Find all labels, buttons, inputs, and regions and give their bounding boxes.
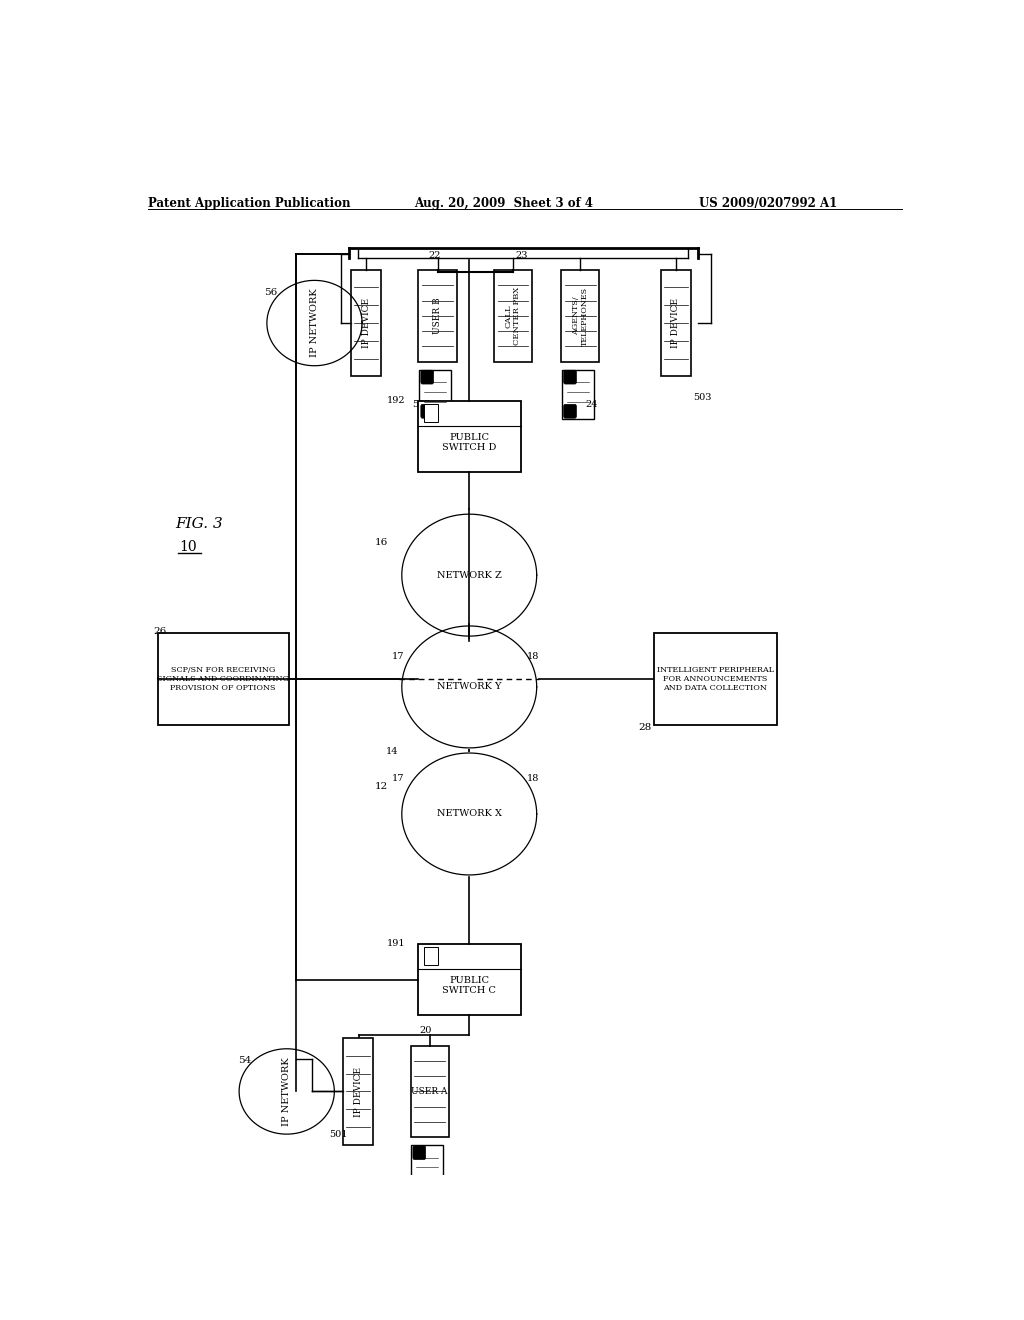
Text: FIG. 3: FIG. 3 <box>176 517 223 532</box>
Text: USER A: USER A <box>412 1086 447 1096</box>
FancyBboxPatch shape <box>351 269 381 376</box>
Text: 54: 54 <box>238 1056 251 1065</box>
Text: 18: 18 <box>526 652 539 661</box>
Text: US 2009/0207992 A1: US 2009/0207992 A1 <box>699 197 838 210</box>
FancyBboxPatch shape <box>343 1038 373 1144</box>
Polygon shape <box>401 515 537 636</box>
Text: INTELLIGENT PERIPHERAL
FOR ANNOUNCEMENTS
AND DATA COLLECTION: INTELLIGENT PERIPHERAL FOR ANNOUNCEMENTS… <box>656 665 774 692</box>
FancyBboxPatch shape <box>563 370 577 384</box>
Text: 23: 23 <box>515 251 527 260</box>
Text: IP DEVICE: IP DEVICE <box>671 298 680 348</box>
Text: USER B: USER B <box>433 297 442 334</box>
FancyBboxPatch shape <box>424 404 438 422</box>
FancyBboxPatch shape <box>494 271 531 362</box>
FancyBboxPatch shape <box>419 370 451 418</box>
FancyBboxPatch shape <box>411 1045 449 1138</box>
FancyBboxPatch shape <box>418 401 521 473</box>
Text: 24: 24 <box>585 400 598 409</box>
Polygon shape <box>267 280 362 366</box>
Text: 10: 10 <box>179 540 198 553</box>
Text: PUBLIC
SWITCH C: PUBLIC SWITCH C <box>442 975 497 995</box>
FancyBboxPatch shape <box>413 1180 426 1193</box>
Text: CALL
CENTER PBX: CALL CENTER PBX <box>504 286 521 345</box>
Text: PUBLIC
SWITCH D: PUBLIC SWITCH D <box>442 433 497 453</box>
FancyBboxPatch shape <box>421 370 433 384</box>
Text: 17: 17 <box>391 774 404 783</box>
FancyBboxPatch shape <box>413 1146 426 1159</box>
Text: IP NETWORK: IP NETWORK <box>283 1057 291 1126</box>
Text: Patent Application Publication: Patent Application Publication <box>147 197 350 210</box>
Text: AGENTS/
TELEPHONES: AGENTS/ TELEPHONES <box>571 286 589 346</box>
FancyBboxPatch shape <box>418 944 521 1015</box>
Text: 28: 28 <box>639 723 652 733</box>
Text: 502: 502 <box>413 400 431 409</box>
FancyBboxPatch shape <box>561 271 599 362</box>
Text: 503: 503 <box>693 393 712 401</box>
Text: 17: 17 <box>391 652 404 661</box>
Text: NETWORK Y: NETWORK Y <box>437 682 502 692</box>
Text: IP DEVICE: IP DEVICE <box>361 298 371 348</box>
Text: SCP/SN FOR RECEIVING
SIGNALS AND COORDINATING
PROVISION OF OPTIONS: SCP/SN FOR RECEIVING SIGNALS AND COORDIN… <box>158 665 289 692</box>
FancyBboxPatch shape <box>660 269 690 376</box>
Text: NETWORK Z: NETWORK Z <box>437 570 502 579</box>
Polygon shape <box>240 1049 334 1134</box>
FancyBboxPatch shape <box>158 634 289 725</box>
Polygon shape <box>401 752 537 875</box>
Text: 14: 14 <box>385 747 397 756</box>
Text: 191: 191 <box>387 939 406 948</box>
Text: NETWORK X: NETWORK X <box>437 809 502 818</box>
Text: 26: 26 <box>154 627 167 635</box>
Text: 22: 22 <box>429 251 441 260</box>
Text: 192: 192 <box>387 396 406 405</box>
Polygon shape <box>401 626 537 748</box>
Text: IP DEVICE: IP DEVICE <box>353 1067 362 1117</box>
Text: 20: 20 <box>420 1026 432 1035</box>
FancyBboxPatch shape <box>419 271 457 362</box>
Text: 16: 16 <box>375 539 388 546</box>
FancyBboxPatch shape <box>424 946 438 965</box>
Text: IP NETWORK: IP NETWORK <box>310 289 319 358</box>
Text: 12: 12 <box>375 781 388 791</box>
Text: 501: 501 <box>329 1130 347 1139</box>
Text: Aug. 20, 2009  Sheet 3 of 4: Aug. 20, 2009 Sheet 3 of 4 <box>414 197 593 210</box>
FancyBboxPatch shape <box>412 1146 443 1195</box>
FancyBboxPatch shape <box>421 404 433 418</box>
FancyBboxPatch shape <box>653 634 777 725</box>
FancyBboxPatch shape <box>562 370 594 418</box>
FancyBboxPatch shape <box>563 404 577 418</box>
Text: 56: 56 <box>264 288 278 297</box>
Text: 18: 18 <box>526 774 539 783</box>
